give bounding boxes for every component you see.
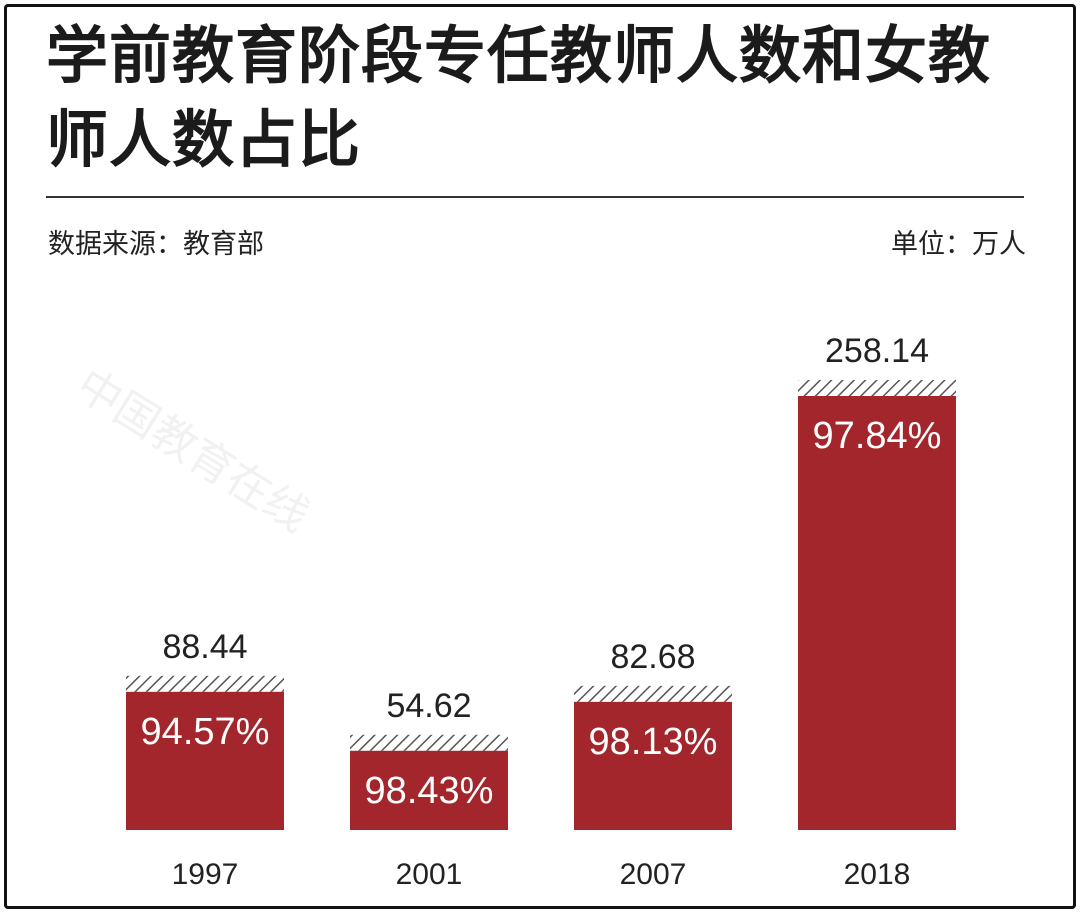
share-label-1997: 94.57% <box>141 711 270 753</box>
chart-title: 学前教育阶段专任教师人数和女教师人数占比 <box>46 19 992 176</box>
value-label-1997: 88.44 <box>162 628 247 666</box>
bar-hatch-2001 <box>350 734 508 751</box>
bar-2018 <box>798 396 956 830</box>
bar-1997 <box>126 691 284 830</box>
value-label-2007: 82.68 <box>610 638 695 676</box>
x-tick-2018: 2018 <box>844 858 911 891</box>
value-label-2001: 54.62 <box>386 687 471 725</box>
x-tick-1997: 1997 <box>172 858 239 891</box>
bar-2007 <box>574 701 732 830</box>
bar-hatch-2018 <box>798 380 956 396</box>
x-tick-2001: 2001 <box>396 858 463 891</box>
share-label-2007: 98.13% <box>589 721 718 763</box>
share-label-2018: 97.84% <box>813 415 942 457</box>
unit-label: 单位：万人 <box>891 229 1026 260</box>
value-label-2018: 258.14 <box>825 332 929 370</box>
bar-hatch-2007 <box>574 685 732 702</box>
x-tick-2007: 2007 <box>620 858 687 891</box>
share-label-2001: 98.43% <box>365 770 494 812</box>
bar-hatch-1997 <box>126 675 284 692</box>
title-divider <box>46 196 1024 198</box>
bar-2001 <box>350 750 508 830</box>
data-source: 数据来源：教育部 <box>48 229 264 260</box>
